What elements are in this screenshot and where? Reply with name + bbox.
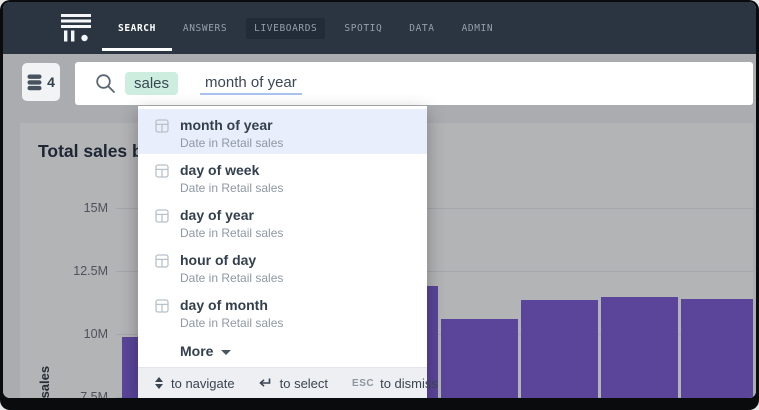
more-button[interactable]: More xyxy=(138,334,427,359)
y-tick-label: 12.5M xyxy=(73,264,108,278)
enter-key-icon xyxy=(257,377,272,389)
suggestion-item[interactable]: day of month Date in Retail sales xyxy=(138,289,427,334)
suggestion-title: day of week xyxy=(180,162,260,178)
suggestion-item[interactable]: hour of day Date in Retail sales xyxy=(138,244,427,289)
nav-item-label: LIVEBOARDS xyxy=(254,22,318,34)
suggestion-item[interactable]: month of year Date in Retail sales xyxy=(138,109,427,154)
y-tick-label: 15M xyxy=(83,201,108,215)
nav-item-label: SEARCH xyxy=(118,22,156,34)
nav-item-label: DATA xyxy=(409,22,435,34)
date-column-icon xyxy=(155,299,169,313)
database-icon xyxy=(27,74,42,90)
suggestion-item[interactable]: day of week Date in Retail sales xyxy=(138,154,427,199)
y-tick-label: 10M xyxy=(83,327,108,341)
nav-item[interactable]: ANSWERS xyxy=(183,23,227,34)
suggestion-list: month of year Date in Retail sales day o… xyxy=(138,106,427,334)
updown-arrows-icon xyxy=(155,377,163,389)
bar-series-total-sales xyxy=(680,298,753,398)
thoughtspot-logo-icon[interactable] xyxy=(61,14,91,42)
nav-item-label: SPOTIQ xyxy=(344,22,383,34)
suggestion-title: day of year xyxy=(180,207,254,223)
nav-item-label: ANSWERS xyxy=(182,22,228,34)
nav-item[interactable]: SPOTIQ xyxy=(344,23,382,34)
suggestion-subtitle: Date in Retail sales xyxy=(180,226,284,240)
date-column-icon xyxy=(155,119,169,133)
suggestion-subtitle: Date in Retail sales xyxy=(180,181,284,195)
suggestion-title: hour of day xyxy=(180,252,257,268)
suggestion-subtitle: Date in Retail sales xyxy=(180,136,284,150)
search-token-sales[interactable]: sales xyxy=(125,72,179,95)
datasource-selector[interactable]: 4 xyxy=(22,63,60,101)
suggestion-item[interactable]: day of year Date in Retail sales xyxy=(138,199,427,244)
nav-item-label: ADMIN xyxy=(461,22,494,34)
search-input[interactable]: sales month of year xyxy=(75,62,753,105)
more-label: More xyxy=(180,343,214,359)
select-hint: to select xyxy=(279,375,329,391)
search-suggestions-dropdown: month of year Date in Retail sales day o… xyxy=(138,106,438,398)
bar-series-total-sales xyxy=(441,318,519,398)
bar-series-total-sales xyxy=(521,299,598,398)
suggestion-subtitle: Date in Retail sales xyxy=(180,316,284,330)
search-query-text[interactable]: month of year xyxy=(200,73,302,95)
nav-menu: SEARCH ANSWERS LIVEBOARDS SPOTIQ DATA ADMIN xyxy=(102,17,494,51)
dropdown-footer: to navigate to select ESC to dismiss xyxy=(138,367,438,398)
y-tick-label: 7.5M xyxy=(80,390,108,398)
suggestion-title: day of month xyxy=(180,297,268,313)
esc-key-label: ESC xyxy=(352,377,375,389)
date-column-icon xyxy=(155,209,169,223)
top-nav: SEARCH ANSWERS LIVEBOARDS SPOTIQ DATA ADMIN xyxy=(3,2,756,54)
gridline xyxy=(116,271,753,272)
date-column-icon xyxy=(155,254,169,268)
nav-item[interactable]: ADMIN xyxy=(462,23,494,34)
search-icon xyxy=(95,73,116,94)
app-content: SEARCH ANSWERS LIVEBOARDS SPOTIQ DATA ADMIN T… xyxy=(3,2,756,398)
date-column-icon xyxy=(155,164,169,178)
gridline xyxy=(116,208,753,209)
datasource-count: 4 xyxy=(47,74,55,90)
suggestion-subtitle: Date in Retail sales xyxy=(180,271,284,285)
nav-item[interactable]: SEARCH xyxy=(102,22,172,51)
chart-title: Total sales b xyxy=(38,141,143,161)
nav-item[interactable]: DATA xyxy=(409,23,434,34)
dismiss-hint: to dismiss xyxy=(380,375,438,391)
bar-series-total-sales xyxy=(600,297,678,398)
chevron-down-icon xyxy=(221,349,232,355)
navigate-hint: to navigate xyxy=(171,375,235,391)
suggestion-title: month of year xyxy=(180,117,273,133)
nav-item[interactable]: LIVEBOARDS xyxy=(246,17,326,39)
